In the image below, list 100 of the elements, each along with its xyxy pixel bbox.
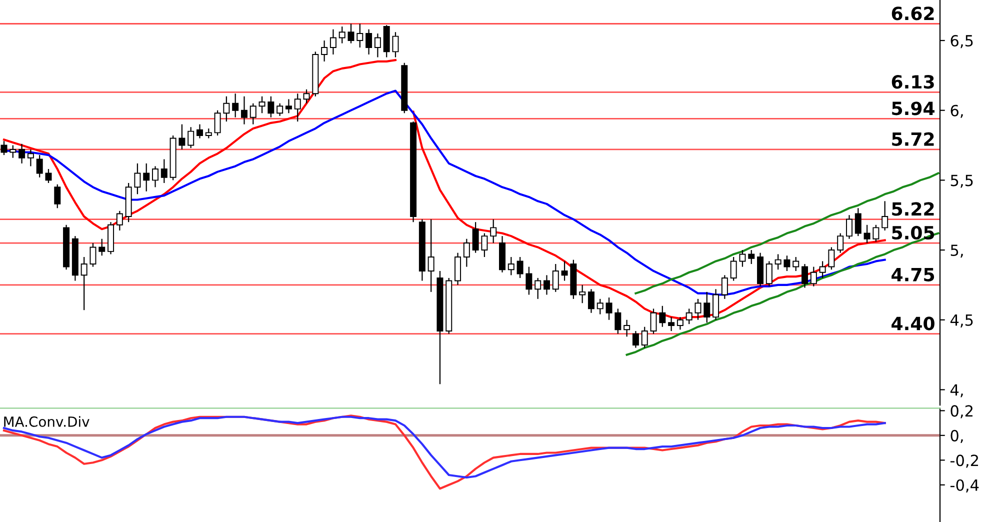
y-tick-label: -0,2 xyxy=(950,454,978,468)
candlestick xyxy=(392,32,399,58)
candlestick xyxy=(463,238,470,268)
candlestick xyxy=(356,23,364,48)
ref-line-label: 5.72 xyxy=(892,132,934,146)
candlestick xyxy=(526,266,532,296)
candlestick xyxy=(268,96,274,118)
candlestick xyxy=(596,298,604,315)
candlestick xyxy=(828,246,835,270)
candlestick xyxy=(882,200,888,232)
candlestick xyxy=(632,330,639,348)
candlestick xyxy=(721,274,728,300)
candlestick xyxy=(712,288,720,320)
y-tick-label: -0,4 xyxy=(950,479,979,492)
ref-line-label: 4.75 xyxy=(892,268,934,282)
candlestick xyxy=(472,222,479,254)
y-tick-label: 4, xyxy=(950,384,963,398)
line-series xyxy=(2,416,886,479)
candlestick xyxy=(588,288,594,314)
candlestick xyxy=(846,214,852,240)
candlestick xyxy=(10,144,16,158)
y-tick-label: 6,5 xyxy=(950,34,973,48)
candlestick xyxy=(250,102,256,125)
candlestick xyxy=(676,316,684,330)
candlestick xyxy=(792,256,800,272)
candlestick xyxy=(606,296,612,320)
chart-title: MA.Conv.Div xyxy=(4,416,90,427)
candlestick xyxy=(624,319,630,338)
candlestick xyxy=(454,252,462,286)
candlestick xyxy=(650,308,657,334)
candlestick xyxy=(18,143,26,164)
candlestick xyxy=(694,298,702,320)
candlestick xyxy=(152,166,158,188)
candlestick xyxy=(516,256,524,279)
ref-line-label: 6.62 xyxy=(892,6,934,20)
candlestick xyxy=(810,266,817,287)
candlestick xyxy=(214,110,221,136)
candlestick xyxy=(704,291,710,324)
candlestick xyxy=(321,40,328,62)
candlestick xyxy=(348,23,354,44)
candlestick xyxy=(490,218,497,244)
candlestick xyxy=(659,305,666,328)
candlestick xyxy=(739,249,746,268)
candlestick xyxy=(784,255,790,272)
y-tick-label: 0,2 xyxy=(950,405,972,418)
candlestick xyxy=(748,249,755,265)
candlestick xyxy=(730,256,737,282)
candlestick xyxy=(428,218,434,292)
candlestick xyxy=(579,284,586,304)
candlestick xyxy=(552,263,559,292)
candlestick xyxy=(134,162,141,195)
ref-line-label: 5.05 xyxy=(892,226,934,240)
candlestick xyxy=(160,158,168,184)
candlestick xyxy=(90,242,96,268)
candlestick xyxy=(330,28,336,56)
candlestick xyxy=(45,168,52,184)
candlestick xyxy=(837,232,844,254)
candlestick xyxy=(294,93,301,122)
candlestick xyxy=(374,32,381,58)
candlestick xyxy=(543,274,550,296)
y-tick-label: 5, xyxy=(950,244,963,258)
candlestick xyxy=(276,102,284,116)
ref-line-label: 4.40 xyxy=(892,316,934,330)
candlestick xyxy=(196,124,203,139)
candlestick xyxy=(338,26,346,44)
candlestick xyxy=(223,96,230,122)
ref-line-label: 5.94 xyxy=(892,102,934,116)
line-series xyxy=(2,414,886,490)
candlestick xyxy=(686,308,692,325)
candlestick xyxy=(54,184,61,209)
candlestick xyxy=(143,162,150,192)
candlestick xyxy=(864,224,870,244)
candlestick xyxy=(116,210,123,232)
line-series xyxy=(634,172,940,294)
candlestick xyxy=(534,277,542,300)
candlestick xyxy=(561,260,568,282)
candlestick xyxy=(240,96,248,125)
candlestick xyxy=(668,316,675,332)
candlestick xyxy=(36,154,43,178)
y-tick-label: 6, xyxy=(950,104,963,118)
candlestick xyxy=(872,224,880,242)
candlestick xyxy=(641,326,648,348)
candlestick xyxy=(205,128,212,139)
candlestick xyxy=(819,260,826,279)
candlestick xyxy=(366,28,372,56)
candlestick xyxy=(178,124,186,150)
candlestick xyxy=(285,98,292,114)
candlestick xyxy=(303,88,310,104)
ref-line-label: 5.22 xyxy=(892,202,934,216)
candlestick xyxy=(258,96,266,114)
candlestick xyxy=(80,256,88,311)
y-tick-label: 5,5 xyxy=(950,174,973,188)
candlestick xyxy=(188,126,194,149)
candlestick xyxy=(614,308,622,334)
candlestick xyxy=(27,148,34,167)
candlestick xyxy=(481,232,488,258)
candlestick xyxy=(98,238,106,256)
candlestick xyxy=(766,260,772,287)
candlestick xyxy=(774,254,782,270)
candlestick xyxy=(802,263,808,288)
